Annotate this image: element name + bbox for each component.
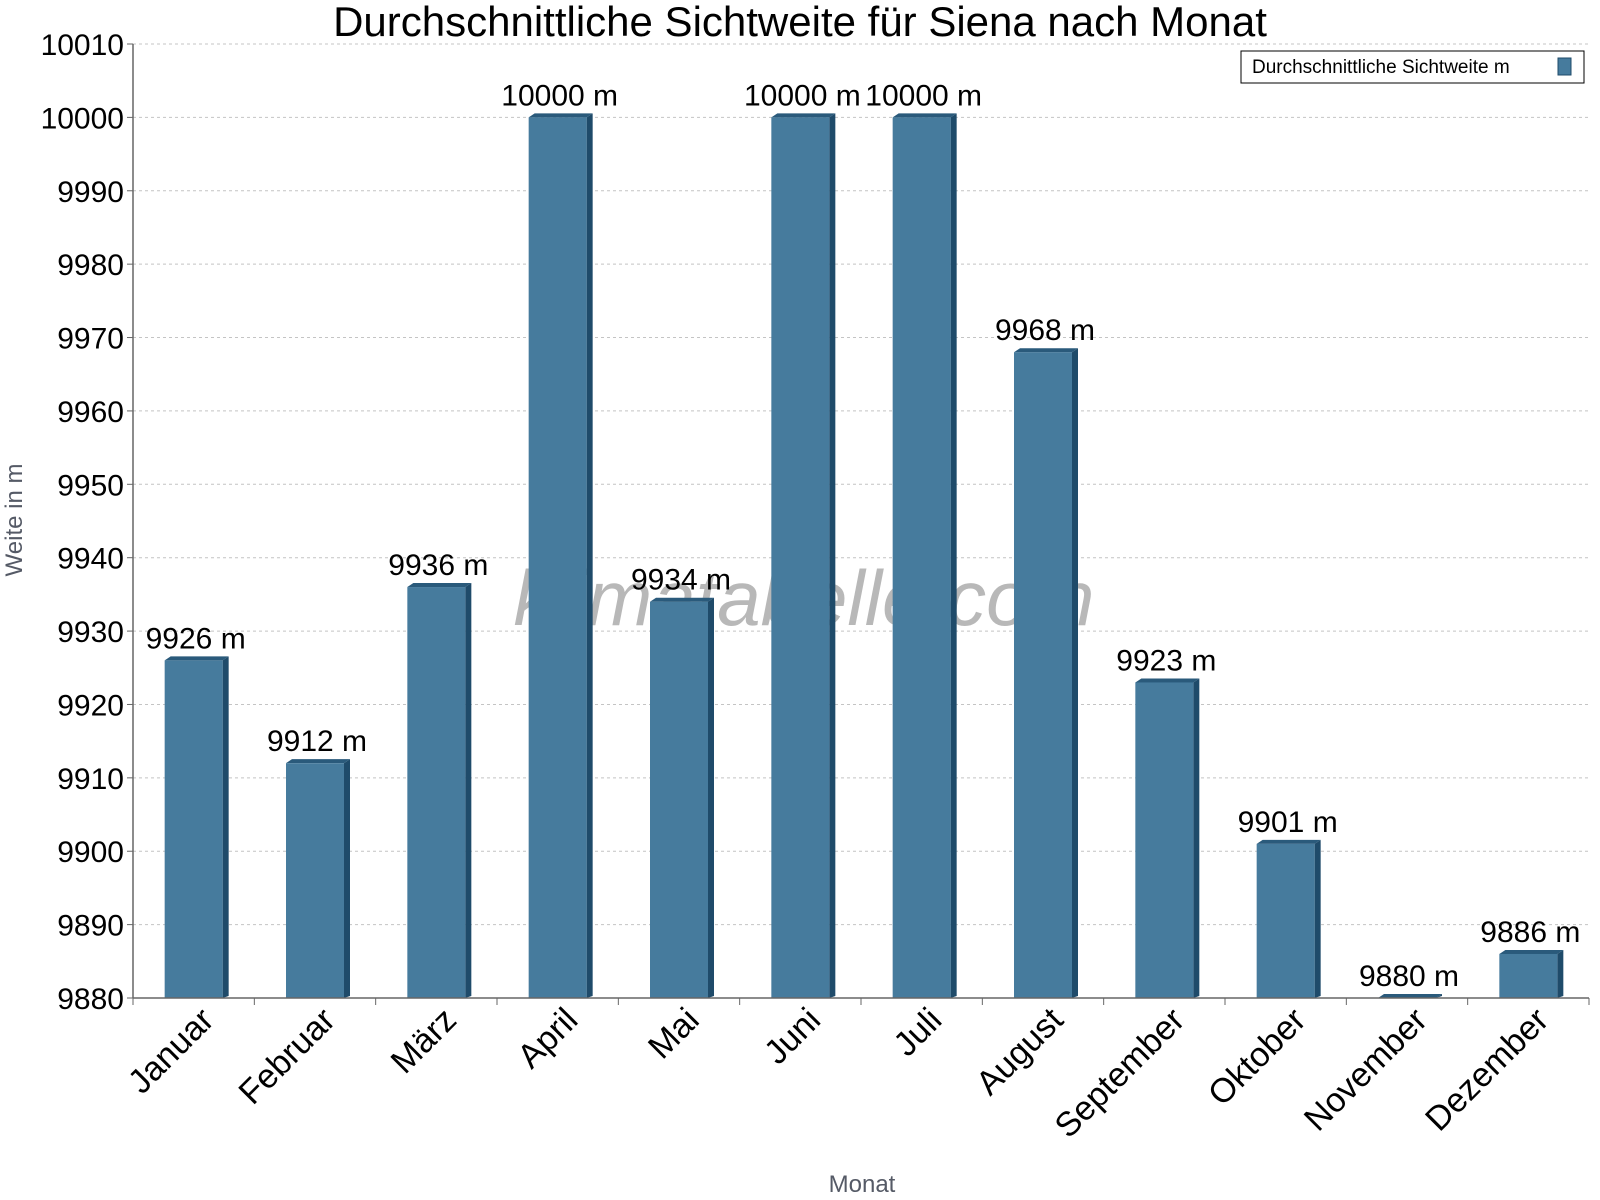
- bar-front: [407, 587, 466, 998]
- y-tick-label: 10010: [41, 29, 124, 62]
- bar-top: [1135, 678, 1200, 683]
- data-label: 9886 m: [1480, 916, 1580, 949]
- y-tick-label: 9990: [57, 176, 124, 209]
- data-label: 9880 m: [1359, 960, 1459, 993]
- bar-februar: [286, 759, 350, 998]
- bar-side: [344, 759, 350, 998]
- y-tick-label: 9910: [57, 763, 124, 796]
- data-label: 9968 m: [995, 314, 1095, 347]
- legend-box: [1240, 50, 1585, 84]
- bar-top: [164, 656, 229, 661]
- bar-side: [708, 597, 714, 998]
- bar-side: [1314, 839, 1321, 998]
- bar-front: [1014, 352, 1072, 998]
- y-tick-label: 9880: [57, 983, 124, 1016]
- y-tick-label: 9970: [57, 323, 124, 356]
- y-tick-label: 9980: [57, 249, 124, 282]
- data-label: 9934 m: [631, 564, 731, 597]
- bar-front: [528, 117, 587, 998]
- y-tick-label: 9940: [57, 543, 124, 576]
- bar-top: [650, 597, 714, 602]
- bar-front: [771, 117, 830, 998]
- x-axis-title: Monat: [829, 1171, 896, 1198]
- y-axis-title: Weite in m: [1, 464, 28, 577]
- data-label: 9912 m: [267, 725, 367, 758]
- bar-top: [771, 113, 836, 118]
- bars: [164, 113, 1564, 999]
- bar-top: [407, 583, 472, 588]
- bar-september: [1135, 678, 1200, 998]
- bar-januar: [164, 656, 229, 998]
- bar-front: [1256, 843, 1315, 998]
- bar-front: [892, 117, 951, 998]
- bar-top: [528, 113, 593, 118]
- bar-front: [1135, 682, 1194, 998]
- bar-april: [528, 113, 593, 998]
- bar-side: [222, 656, 229, 998]
- bar-side: [829, 113, 836, 998]
- y-tick-label: 9920: [57, 689, 124, 722]
- data-label: 10000 m: [865, 79, 982, 112]
- bar-oktober: [1256, 839, 1321, 998]
- legend: Durchschnittliche Sichtweite m: [1240, 50, 1585, 84]
- bar-front: [286, 763, 344, 998]
- bar-mai: [650, 597, 714, 998]
- bar-side: [950, 113, 957, 998]
- bar-august: [1014, 348, 1078, 998]
- bar-top: [1014, 348, 1078, 353]
- y-tick-label: 9950: [57, 469, 124, 502]
- bar-juni: [771, 113, 836, 998]
- y-axis-ticks: 9880 9890 9900 9910 9920 9930 9940 9950 9960 9970…: [41, 29, 133, 1016]
- bar-dezember: [1499, 949, 1564, 998]
- bar-side: [586, 113, 593, 998]
- data-label: 9901 m: [1238, 806, 1338, 839]
- bar-top: [1499, 949, 1564, 954]
- bar-märz: [407, 583, 472, 998]
- bar-top: [286, 759, 350, 764]
- data-label: 9926 m: [146, 622, 246, 655]
- data-label: 9936 m: [388, 549, 488, 582]
- data-label: 9923 m: [1116, 644, 1216, 677]
- y-tick-label: 9960: [57, 396, 124, 429]
- legend-swatch: [1557, 57, 1572, 76]
- data-label: 10000 m: [501, 79, 618, 112]
- y-tick-label: 9930: [57, 616, 124, 649]
- y-tick-label: 10000: [41, 102, 124, 135]
- chart-title: Durchschnittliche Sichtweite für Siena n…: [333, 0, 1267, 45]
- bar-top: [1256, 839, 1321, 844]
- y-tick-label: 9900: [57, 836, 124, 869]
- bar-top: [892, 113, 957, 118]
- bar-juli: [892, 113, 957, 998]
- bar-front: [164, 660, 223, 998]
- bar-side: [1557, 949, 1564, 998]
- grid-lines: [133, 43, 1589, 926]
- bar-side: [465, 583, 472, 998]
- bar-top: [1378, 994, 1442, 998]
- bar-side: [1072, 348, 1078, 998]
- legend-label: Durchschnittliche Sichtweite m: [1252, 57, 1510, 78]
- bar-front: [1499, 953, 1558, 998]
- data-label: 10000 m: [744, 79, 861, 112]
- y-tick-label: 9890: [57, 910, 124, 943]
- bar-front: [650, 601, 708, 998]
- bar-side: [1193, 678, 1200, 998]
